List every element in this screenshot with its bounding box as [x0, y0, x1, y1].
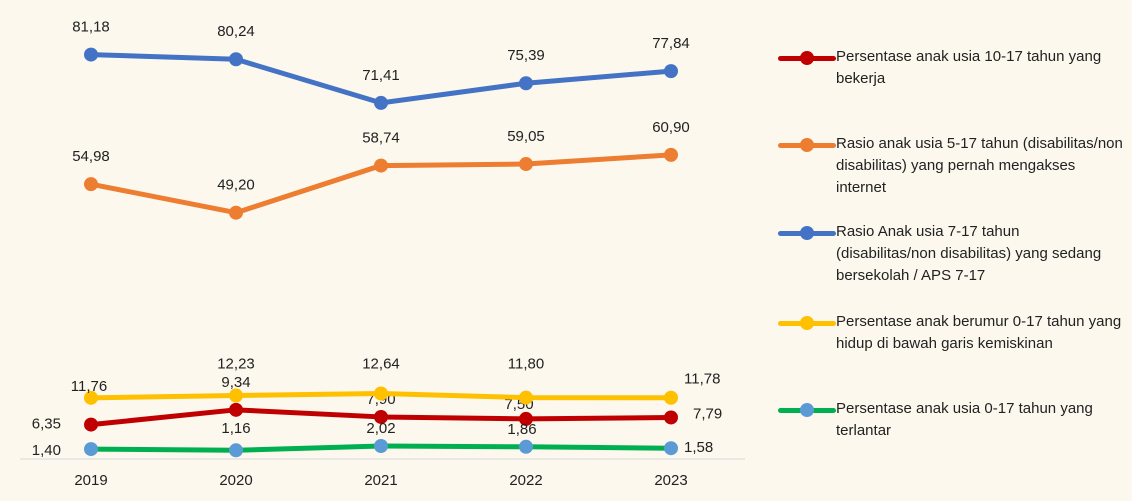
series-marker — [519, 76, 533, 91]
x-tick-label: 2019 — [74, 472, 107, 489]
series-marker — [84, 177, 98, 192]
data-label: 71,41 — [362, 67, 400, 84]
series-marker — [664, 441, 678, 456]
series-marker — [229, 52, 243, 67]
data-label: 1,40 — [32, 442, 61, 459]
data-label: 1,16 — [221, 420, 250, 437]
series-marker — [664, 147, 678, 162]
data-label: 59,05 — [507, 128, 545, 145]
legend-label: Persentase anak usia 10-17 tahun yang be… — [836, 48, 1102, 87]
series-marker — [519, 411, 533, 426]
series-marker — [84, 417, 98, 432]
series-marker — [229, 388, 243, 403]
data-label: 54,98 — [72, 148, 110, 165]
data-label: 1,58 — [684, 439, 713, 456]
legend-marker — [800, 403, 814, 417]
legend-entry: Persentase anak berumur 0-17 tahun yang … — [778, 311, 1123, 355]
legend-marker — [800, 316, 814, 330]
data-label: 80,24 — [217, 23, 255, 40]
data-label: 12,64 — [362, 355, 400, 372]
data-label: 11,80 — [508, 356, 544, 373]
data-label: 11,76 — [71, 378, 107, 395]
series-marker — [229, 205, 243, 220]
legend-entry: Rasio anak usia 5-17 tahun (disabilitas/… — [778, 133, 1123, 199]
series-marker — [84, 442, 98, 457]
x-tick-label: 2022 — [509, 472, 542, 489]
legend-label: Rasio anak usia 5-17 tahun (disabilitas/… — [836, 135, 1123, 196]
x-tick-label: 2023 — [654, 472, 687, 489]
legend-label: Rasio Anak usia 7-17 tahun (disabilitas/… — [836, 223, 1102, 284]
data-label: 60,90 — [652, 119, 690, 136]
series-marker — [374, 386, 388, 401]
series-marker — [664, 410, 678, 425]
legend-label: Persentase anak usia 0-17 tahun yang ter… — [836, 400, 1093, 439]
legend-label: Persentase anak berumur 0-17 tahun yang … — [836, 313, 1122, 352]
data-label: 77,84 — [652, 35, 690, 52]
series-marker — [374, 158, 388, 173]
series-marker — [229, 402, 243, 417]
series-marker — [519, 157, 533, 172]
series-marker — [374, 409, 388, 424]
legend-entry: Rasio Anak usia 7-17 tahun (disabilitas/… — [778, 221, 1123, 287]
series-marker — [84, 390, 98, 405]
data-label: 58,74 — [362, 130, 400, 147]
legend-entry: Persentase anak usia 0-17 tahun yang ter… — [778, 398, 1123, 442]
series-marker — [664, 390, 678, 405]
series-marker — [229, 443, 243, 458]
legend-marker — [800, 226, 814, 240]
series-marker — [374, 95, 388, 110]
data-label: 9,34 — [221, 374, 250, 391]
series-marker — [374, 439, 388, 454]
legend-marker — [800, 51, 814, 65]
data-label: 2,02 — [366, 420, 395, 437]
data-label: 11,78 — [684, 371, 720, 388]
data-label: 7,79 — [693, 405, 722, 422]
series-marker — [519, 439, 533, 454]
series-marker — [84, 47, 98, 62]
legend-entry: Persentase anak usia 10-17 tahun yang be… — [778, 46, 1123, 90]
data-label: 12,23 — [217, 355, 255, 372]
data-label: 75,39 — [507, 47, 545, 64]
series-marker — [519, 390, 533, 405]
data-label: 1,86 — [507, 421, 536, 438]
data-label: 49,20 — [217, 177, 255, 194]
x-tick-label: 2020 — [219, 472, 252, 489]
series-marker — [664, 64, 678, 79]
chart: 201920202021202220236,359,347,907,507,79… — [20, 19, 745, 489]
legend-marker — [800, 138, 814, 152]
x-tick-label: 2021 — [364, 472, 397, 489]
data-label: 81,18 — [72, 19, 110, 36]
data-label: 6,35 — [32, 416, 61, 433]
